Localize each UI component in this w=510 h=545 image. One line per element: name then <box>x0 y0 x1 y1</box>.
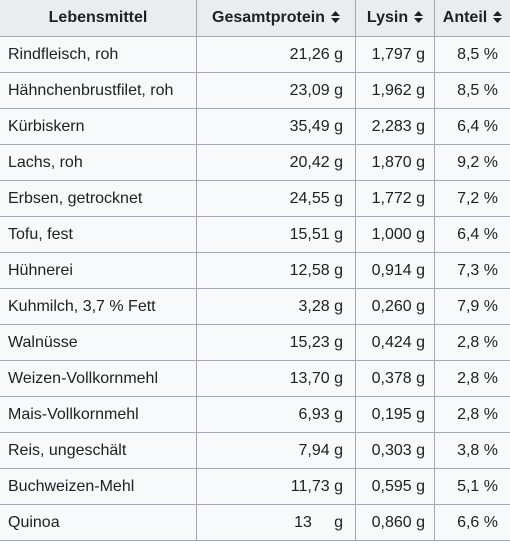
cell-lysin: 1,000 g <box>355 216 435 253</box>
table-row: Kürbiskern 35,49 g 2,283 g 6,4 % <box>0 108 510 145</box>
cell-lebensmittel: Tofu, fest <box>0 216 197 253</box>
cell-lebensmittel: Kürbiskern <box>0 108 197 145</box>
cell-lebensmittel: Buchweizen-Mehl <box>0 468 197 505</box>
cell-anteil: 2,8 % <box>434 324 510 361</box>
sort-updown-icon[interactable] <box>493 10 503 23</box>
cell-lysin: 0,860 g <box>355 504 435 541</box>
cell-gesamtprotein: 20,42 g <box>196 144 356 181</box>
cell-gesamtprotein: 23,09 g <box>196 72 356 109</box>
column-header-label: Anteil <box>442 8 488 26</box>
cell-gesamtprotein: 21,26 g <box>196 36 356 73</box>
cell-anteil: 8,5 % <box>434 72 510 109</box>
cell-lebensmittel: Quinoa <box>0 504 197 541</box>
cell-anteil: 2,8 % <box>434 360 510 397</box>
column-header-anteil[interactable]: Anteil <box>434 0 510 37</box>
cell-anteil: 9,2 % <box>434 144 510 181</box>
table-row: Walnüsse 15,23 g 0,424 g 2,8 % <box>0 324 510 361</box>
cell-gesamtprotein: 24,55 g <box>196 180 356 217</box>
cell-lysin: 1,797 g <box>355 36 435 73</box>
cell-anteil: 7,9 % <box>434 288 510 325</box>
cell-lebensmittel: Reis, ungeschält <box>0 432 197 469</box>
table-row: Rindfleisch, roh 21,26 g 1,797 g 8,5 % <box>0 36 510 73</box>
cell-anteil: 6,4 % <box>434 216 510 253</box>
cell-anteil: 7,2 % <box>434 180 510 217</box>
cell-lysin: 0,378 g <box>355 360 435 397</box>
cell-gesamtprotein: 12,58 g <box>196 252 356 289</box>
cell-gesamtprotein: 11,73 g <box>196 468 356 505</box>
cell-anteil: 6,4 % <box>434 108 510 145</box>
cell-gesamtprotein: 35,49 g <box>196 108 356 145</box>
table-row: Buchweizen-Mehl 11,73 g 0,595 g 5,1 % <box>0 468 510 505</box>
cell-lebensmittel: Rindfleisch, roh <box>0 36 197 73</box>
table-row: Mais-Vollkornmehl 6,93 g 0,195 g 2,8 % <box>0 396 510 433</box>
sort-updown-icon[interactable] <box>330 10 340 23</box>
cell-lysin: 0,303 g <box>355 432 435 469</box>
cell-anteil: 7,3 % <box>434 252 510 289</box>
cell-lebensmittel: Mais-Vollkornmehl <box>0 396 197 433</box>
table-body: Rindfleisch, roh 21,26 g 1,797 g 8,5 % Hähnc… <box>0 36 510 541</box>
cell-lysin: 1,870 g <box>355 144 435 181</box>
table-row: Hähnchenbrustfilet, roh 23,09 g 1,962 g 8,5… <box>0 72 510 109</box>
cell-anteil: 6,6 % <box>434 504 510 541</box>
cell-gesamtprotein: 15,23 g <box>196 324 356 361</box>
cell-lysin: 2,283 g <box>355 108 435 145</box>
table-row: Weizen-Vollkornmehl 13,70 g 0,378 g 2,8 % <box>0 360 510 397</box>
table-row: Tofu, fest 15,51 g 1,000 g 6,4 % <box>0 216 510 253</box>
cell-lysin: 0,595 g <box>355 468 435 505</box>
cell-gesamtprotein: 7,94 g <box>196 432 356 469</box>
cell-gesamtprotein: 6,93 g <box>196 396 356 433</box>
cell-anteil: 2,8 % <box>434 396 510 433</box>
column-header-label: Lebensmittel <box>48 8 148 26</box>
cell-lysin: 0,260 g <box>355 288 435 325</box>
column-header-lysin[interactable]: Lysin <box>355 0 435 37</box>
cell-gesamtprotein: 15,51 g <box>196 216 356 253</box>
column-header-lebensmittel: Lebensmittel <box>0 0 197 37</box>
table-row: Kuhmilch, 3,7 % Fett 3,28 g 0,260 g 7,9 % <box>0 288 510 325</box>
table-row: Reis, ungeschält 7,94 g 0,303 g 3,8 % <box>0 432 510 469</box>
cell-lebensmittel: Kuhmilch, 3,7 % Fett <box>0 288 197 325</box>
cell-gesamtprotein: 13,70 g <box>196 360 356 397</box>
cell-lysin: 0,424 g <box>355 324 435 361</box>
table-row: Quinoa 13 g 0,860 g 6,6 % <box>0 504 510 541</box>
table-row: Hühnerei 12,58 g 0,914 g 7,3 % <box>0 252 510 289</box>
column-header-label: Lysin <box>366 8 409 26</box>
table-row: Lachs, roh 20,42 g 1,870 g 9,2 % <box>0 144 510 181</box>
cell-lebensmittel: Weizen-Vollkornmehl <box>0 360 197 397</box>
cell-lebensmittel: Hühnerei <box>0 252 197 289</box>
cell-lebensmittel: Hähnchenbrustfilet, roh <box>0 72 197 109</box>
header-row: Lebensmittel Gesamtprotein Lysin Anteil <box>0 0 510 37</box>
cell-lysin: 1,772 g <box>355 180 435 217</box>
column-header-label: Gesamtprotein <box>212 8 325 26</box>
cell-anteil: 3,8 % <box>434 432 510 469</box>
cell-lebensmittel: Walnüsse <box>0 324 197 361</box>
cell-anteil: 8,5 % <box>434 36 510 73</box>
cell-gesamtprotein: 13 g <box>196 504 356 541</box>
cell-lysin: 1,962 g <box>355 72 435 109</box>
cell-lysin: 0,914 g <box>355 252 435 289</box>
cell-gesamtprotein: 3,28 g <box>196 288 356 325</box>
cell-lebensmittel: Lachs, roh <box>0 144 197 181</box>
table-row: Erbsen, getrocknet 24,55 g 1,772 g 7,2 % <box>0 180 510 217</box>
cell-lysin: 0,195 g <box>355 396 435 433</box>
sort-updown-icon[interactable] <box>414 10 424 23</box>
cell-lebensmittel: Erbsen, getrocknet <box>0 180 197 217</box>
column-header-gesamtprotein[interactable]: Gesamtprotein <box>196 0 356 37</box>
cell-anteil: 5,1 % <box>434 468 510 505</box>
